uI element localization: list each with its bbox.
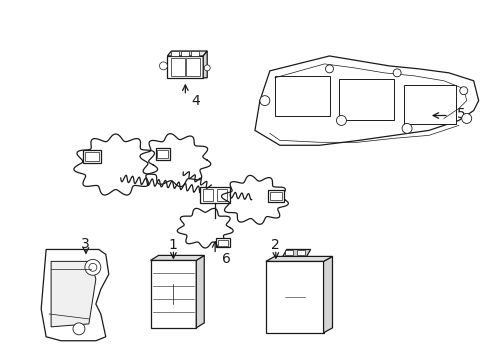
Circle shape bbox=[325, 65, 333, 73]
Bar bbox=[186, 58, 200, 76]
Circle shape bbox=[461, 113, 471, 123]
Polygon shape bbox=[265, 256, 332, 261]
Bar bbox=[269, 192, 281, 200]
Circle shape bbox=[204, 65, 210, 71]
Text: 5: 5 bbox=[456, 107, 465, 121]
Circle shape bbox=[85, 260, 101, 275]
Circle shape bbox=[401, 123, 411, 133]
Bar bbox=[181, 51, 189, 56]
Polygon shape bbox=[150, 260, 196, 328]
Polygon shape bbox=[51, 261, 96, 327]
Bar bbox=[167, 56, 203, 78]
Bar bbox=[284, 251, 292, 255]
Bar bbox=[83, 150, 101, 163]
Circle shape bbox=[159, 62, 167, 70]
Circle shape bbox=[89, 264, 97, 271]
Circle shape bbox=[73, 323, 85, 335]
Bar bbox=[339, 79, 393, 121]
Polygon shape bbox=[41, 249, 108, 341]
Circle shape bbox=[392, 69, 400, 77]
Polygon shape bbox=[167, 51, 207, 56]
Polygon shape bbox=[196, 255, 204, 328]
Bar bbox=[200, 187, 230, 203]
Bar bbox=[216, 238, 230, 247]
Text: 4: 4 bbox=[191, 94, 200, 108]
Polygon shape bbox=[282, 249, 310, 256]
Circle shape bbox=[459, 87, 467, 95]
Polygon shape bbox=[265, 261, 323, 333]
Bar bbox=[296, 251, 304, 255]
Polygon shape bbox=[203, 51, 207, 78]
Bar bbox=[217, 189, 226, 201]
Bar bbox=[85, 152, 99, 161]
Circle shape bbox=[336, 116, 346, 125]
Bar bbox=[218, 239, 227, 247]
Text: 3: 3 bbox=[81, 237, 89, 251]
Polygon shape bbox=[254, 56, 478, 145]
Bar bbox=[191, 51, 199, 56]
Bar bbox=[171, 51, 179, 56]
Bar bbox=[203, 189, 213, 201]
Bar bbox=[171, 58, 185, 76]
Polygon shape bbox=[150, 255, 204, 260]
Bar bbox=[403, 85, 455, 125]
Bar bbox=[157, 150, 168, 158]
Text: 6: 6 bbox=[222, 252, 230, 266]
Text: 2: 2 bbox=[270, 238, 279, 252]
Bar bbox=[274, 76, 329, 116]
Circle shape bbox=[260, 96, 269, 105]
Bar bbox=[267, 190, 283, 202]
Polygon shape bbox=[323, 256, 332, 333]
Bar bbox=[155, 148, 170, 160]
Text: 1: 1 bbox=[168, 238, 177, 252]
